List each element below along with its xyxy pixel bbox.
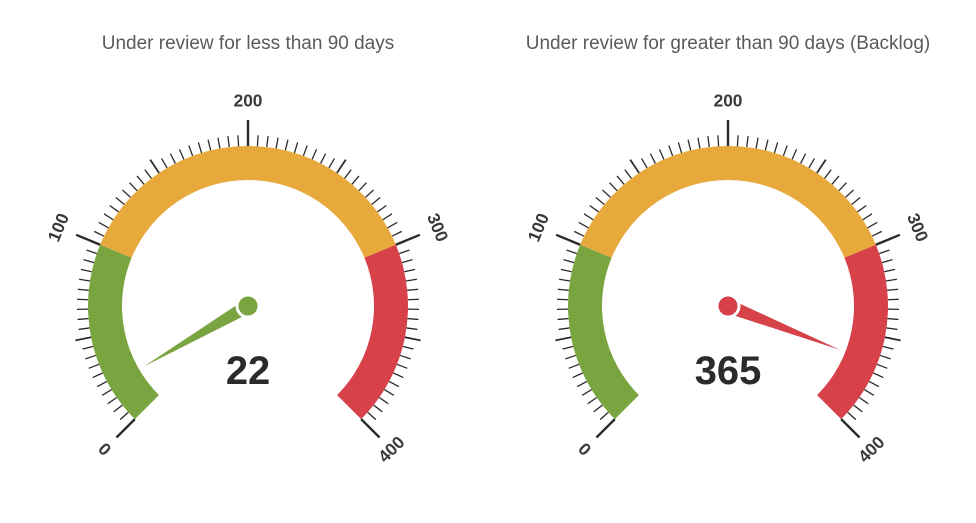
gauge-scale-label: 100 xyxy=(43,210,73,244)
gauge-scale-label: 100 xyxy=(523,210,553,244)
gauge-hub xyxy=(237,295,259,317)
gauge-scale-label: 0 xyxy=(574,439,595,460)
gauge-scale-label: 200 xyxy=(234,91,263,111)
gauge-segment xyxy=(337,245,408,419)
gauge-scale-label: 0 xyxy=(94,439,115,460)
gauge-value: 365 xyxy=(695,349,762,393)
gauge-scale-label: 200 xyxy=(714,91,743,111)
gauge-dashboard: Under review for less than 90 days 0 100 2… xyxy=(0,0,976,523)
gauge-chart: 010020030040022 xyxy=(28,76,468,496)
gauge-title: Under review for greater than 90 days (B… xyxy=(526,20,930,68)
gauge-scale-label: 300 xyxy=(423,210,453,244)
gauge-panel-gt90: Under review for greater than 90 days (B… xyxy=(508,20,948,496)
gauge-needle xyxy=(727,300,839,350)
gauge-hub xyxy=(717,295,739,317)
gauge-panel-lt90: Under review for less than 90 days 0 100 2… xyxy=(28,20,468,496)
gauge-value: 22 xyxy=(226,349,270,393)
gauge-segment xyxy=(817,245,888,419)
gauge-segment xyxy=(88,245,159,419)
gauge-title: Under review for less than 90 days xyxy=(102,20,395,68)
gauge-segment xyxy=(100,146,396,258)
gauge-scale-label: 300 xyxy=(903,210,933,244)
gauge-segment xyxy=(568,245,639,419)
gauge-chart: 0100200300400365 xyxy=(508,76,948,496)
gauge-segment xyxy=(580,146,876,258)
